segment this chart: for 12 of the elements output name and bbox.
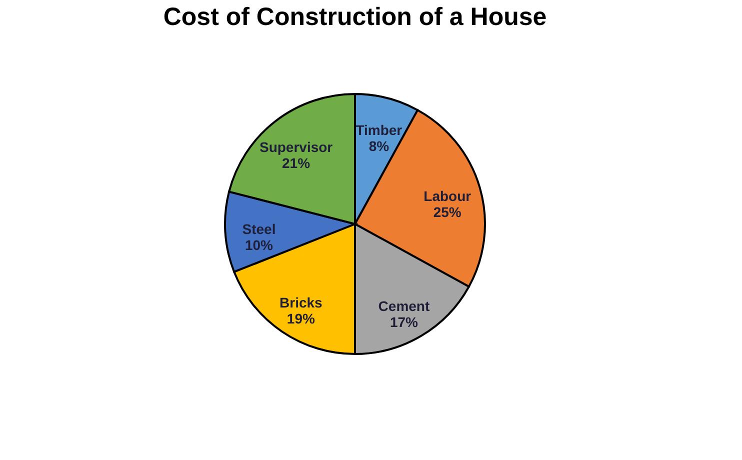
slice-label: Supervisor: [259, 138, 334, 155]
data-label: 10%: [244, 237, 274, 254]
chart-title: Cost of Construction of a House: [163, 3, 547, 31]
slice-label: Labour: [424, 188, 472, 204]
slice-label: Bricks: [280, 294, 323, 311]
data-label: 8%: [368, 138, 390, 154]
data-label: 17%: [390, 314, 419, 330]
slice-label: Cement: [378, 298, 430, 314]
data-label: 21%: [282, 154, 311, 171]
data-label: 25%: [433, 204, 462, 220]
data-label: 19%: [286, 310, 316, 327]
slice-label: Steel: [242, 221, 276, 238]
